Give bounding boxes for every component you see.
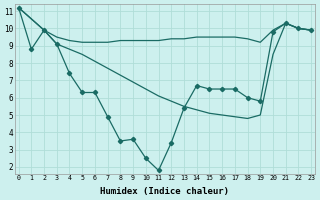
X-axis label: Humidex (Indice chaleur): Humidex (Indice chaleur) — [100, 187, 229, 196]
